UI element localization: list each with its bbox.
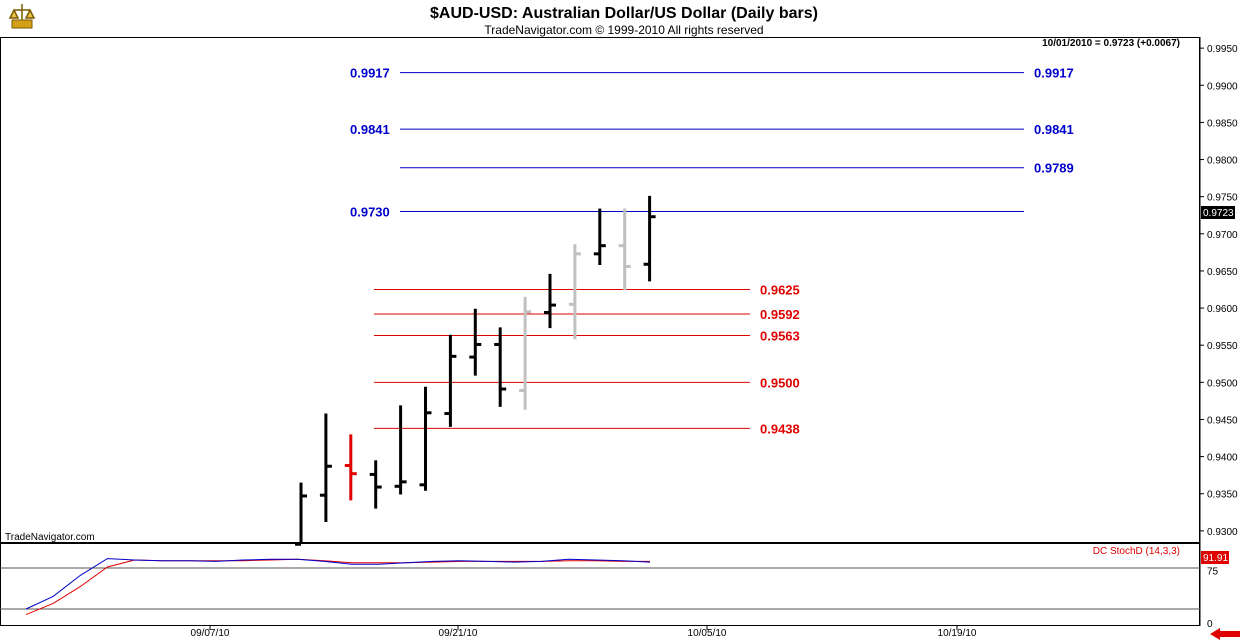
x-tick-label: 10/05/10 xyxy=(688,628,727,639)
y-tick-label: 0.9550 xyxy=(1207,341,1238,352)
indicator-panel xyxy=(0,543,1200,626)
indicator-name: DC StochD (14,3,3) xyxy=(1093,546,1180,557)
indicator-value-label: 91.91 xyxy=(1203,553,1228,564)
x-tick-label: 09/07/10 xyxy=(191,628,230,639)
chart-title: $AUD-USD: Australian Dollar/US Dollar (D… xyxy=(430,5,818,22)
quote-header: 10/01/2010 = 0.9723 (+0.0067) xyxy=(1042,38,1180,49)
price-levels: 0.9917 0.9917 0.9841 0.9841 0.9789 0.9730 0.96… xyxy=(350,66,1074,437)
x-tick-label: 09/21/10 xyxy=(439,628,478,639)
stoch-k-line xyxy=(25,558,651,610)
x-axis: 09/07/10 09/21/10 10/05/10 10/19/10 xyxy=(191,626,977,639)
y-tick-label: 0.9500 xyxy=(1207,378,1238,389)
indicator-tick-label: 0 xyxy=(1207,619,1213,630)
resistance-label-left: 0.9917 xyxy=(350,66,390,81)
y-tick-label: 0.9350 xyxy=(1207,490,1238,501)
y-tick-label: 0.9300 xyxy=(1207,527,1238,538)
resistance-label-left: 0.9841 xyxy=(350,122,390,137)
resistance-label: 0.9917 xyxy=(1034,66,1074,81)
last-price-tag xyxy=(1201,206,1235,219)
y-tick-label: 0.9600 xyxy=(1207,304,1238,315)
support-label: 0.9500 xyxy=(760,375,800,390)
watermark: TradeNavigator.com xyxy=(5,532,95,543)
support-label: 0.9625 xyxy=(760,283,800,298)
resistance-label: 0.9841 xyxy=(1034,122,1074,137)
y-tick-label: 0.9950 xyxy=(1207,44,1238,55)
y-tick-label: 0.9850 xyxy=(1207,118,1238,129)
resistance-label-left: 0.9730 xyxy=(350,205,390,220)
y-tick-label: 0.9750 xyxy=(1207,193,1238,204)
indicator-tick-label: 75 xyxy=(1207,567,1219,578)
y-tick-label: 0.9700 xyxy=(1207,230,1238,241)
price-bars xyxy=(295,195,656,546)
x-tick-label: 10/19/10 xyxy=(938,628,977,639)
scroll-left-icon[interactable] xyxy=(1210,628,1240,640)
y-axis: 0.9950 0.9900 0.9850 0.9800 0.9750 0.9700 0.96… xyxy=(1200,44,1238,538)
indicator-value-tag xyxy=(1201,551,1229,564)
y-tick-label: 0.9650 xyxy=(1207,267,1238,278)
last-price-label: 0.9723 xyxy=(1203,208,1234,219)
y-tick-label: 0.9800 xyxy=(1207,156,1238,167)
y-tick-label: 0.9400 xyxy=(1207,453,1238,464)
chart-subtitle: TradeNavigator.com © 1999-2010 All right… xyxy=(484,23,763,37)
support-label: 0.9563 xyxy=(760,329,800,344)
support-label: 0.9592 xyxy=(760,307,800,322)
resistance-label: 0.9789 xyxy=(1034,161,1074,176)
indicator-axis: 75 0 xyxy=(1207,567,1219,631)
y-tick-label: 0.9450 xyxy=(1207,415,1238,426)
logo-icon xyxy=(8,4,36,29)
y-tick-label: 0.9900 xyxy=(1207,81,1238,92)
support-label: 0.9438 xyxy=(760,421,800,436)
